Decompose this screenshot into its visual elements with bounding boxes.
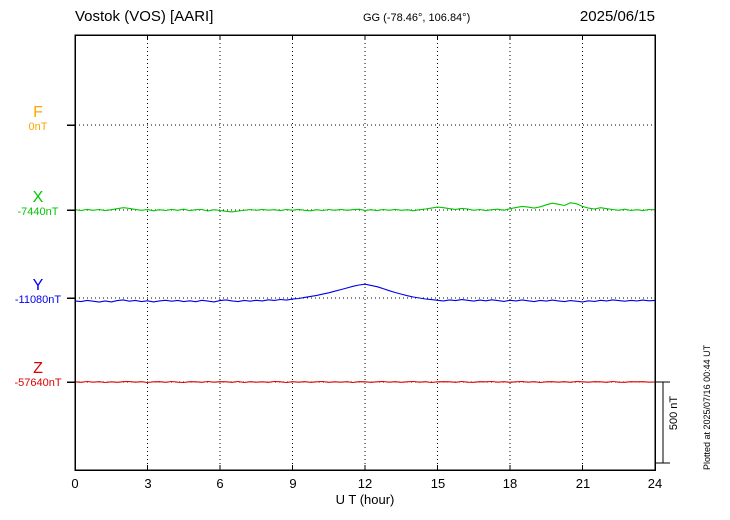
x-tick-label: 9	[289, 476, 297, 491]
channel-label-F: F 0nT	[6, 104, 70, 133]
channel-label-Z: Z -57640nT	[6, 360, 70, 389]
channel-letter-F: F	[33, 104, 43, 121]
x-tick-label: 0	[71, 476, 79, 491]
x-tick-label: 24	[647, 476, 663, 491]
channel-letter-Z: Z	[33, 360, 43, 377]
scalebar-label: 500 nT	[668, 395, 680, 431]
channel-letter-X: X	[32, 189, 44, 206]
channel-baseline-value-F: 0nT	[28, 121, 48, 133]
x-axis-title: U T (hour)	[335, 492, 395, 507]
x-tick-label: 3	[144, 476, 152, 491]
x-tick-label: 18	[502, 476, 518, 491]
channel-baseline-value-Y: -11080nT	[14, 294, 62, 306]
x-tick-label: 6	[216, 476, 224, 491]
x-tick-label: 15	[430, 476, 446, 491]
channel-baseline-value-Z: -57640nT	[14, 377, 62, 389]
channel-label-X: X -7440nT	[6, 189, 70, 218]
plotted-at-note: Plotted at 2025/07/16 00:44 UT	[702, 344, 712, 470]
plot-date: 2025/06/15	[579, 8, 655, 25]
gg-coordinates: GG (-78.46°, 106.84°)	[363, 12, 471, 24]
x-tick-label: 21	[575, 476, 591, 491]
channel-label-Y: Y -11080nT	[6, 277, 70, 306]
x-tick-label: 12	[357, 476, 373, 491]
channel-baseline-value-X: -7440nT	[17, 206, 59, 218]
station-title: Vostok (VOS) [AARI]	[75, 8, 214, 25]
channel-letter-Y: Y	[32, 277, 44, 294]
